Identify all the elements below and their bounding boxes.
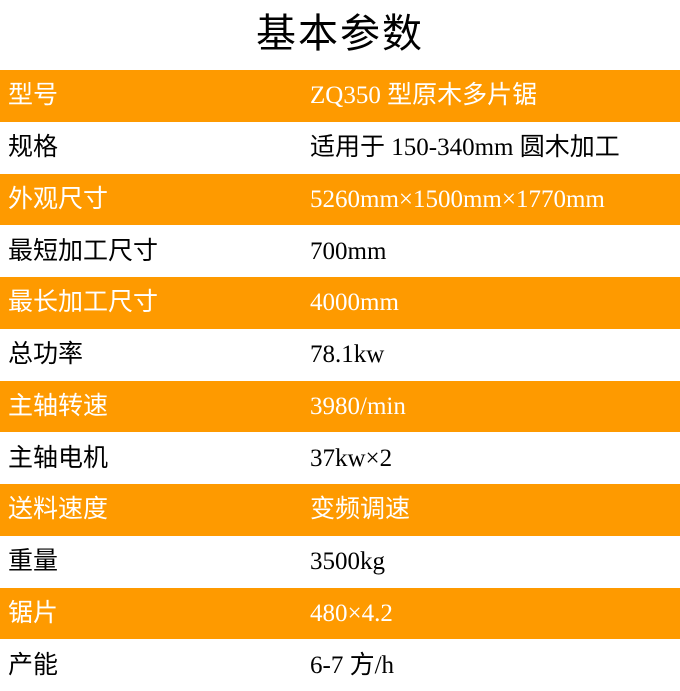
row-value: 4000mm: [310, 289, 399, 317]
table-row: 锯片 480×4.2: [0, 587, 680, 640]
table-row: 重量 3500kg: [0, 535, 680, 588]
row-value: 78.1kw: [310, 341, 385, 369]
table-row: 型号 ZQ350 型原木多片锯: [0, 70, 680, 122]
row-label: 外观尺寸: [8, 185, 109, 213]
table-row: 最短加工尺寸 700mm: [0, 225, 680, 277]
row-label: 最短加工尺寸: [8, 237, 159, 265]
table-row: 最长加工尺寸 4000mm: [0, 277, 680, 329]
table-row: 送料速度 变频调速: [0, 484, 680, 536]
spec-table: 型号 ZQ350 型原木多片锯 规格 适用于 150-340mm 圆木加工 外观…: [0, 70, 680, 691]
row-value: 37kw×2: [310, 444, 393, 472]
row-label: 主轴电机: [8, 444, 109, 472]
row-label: 送料速度: [8, 496, 109, 524]
row-label: 产能: [8, 651, 59, 679]
row-label: 最长加工尺寸: [8, 289, 159, 317]
row-value: 5260mm×1500mm×1770mm: [310, 185, 605, 213]
table-row: 主轴电机 37kw×2: [0, 432, 680, 484]
row-label: 主轴转速: [8, 392, 109, 420]
row-value: 3980/min: [310, 392, 406, 420]
row-label: 锯片: [8, 599, 59, 627]
row-label: 型号: [8, 82, 59, 110]
page-title: 基本参数: [256, 11, 424, 56]
table-row: 产能 6-7 方/h: [0, 639, 680, 691]
row-value: 480×4.2: [310, 599, 393, 627]
table-row: 总功率 78.1kw: [0, 328, 680, 381]
row-value: 变频调速: [310, 496, 411, 524]
row-value: 6-7 方/h: [310, 651, 395, 679]
row-value: 适用于 150-340mm 圆木加工: [310, 134, 620, 162]
row-value: ZQ350 型原木多片锯: [310, 82, 538, 110]
table-row: 外观尺寸 5260mm×1500mm×1770mm: [0, 173, 680, 226]
row-value: 3500kg: [310, 548, 385, 576]
row-label: 总功率: [8, 341, 84, 369]
row-label: 重量: [8, 548, 59, 576]
row-value: 700mm: [310, 237, 387, 265]
table-row: 规格 适用于 150-340mm 圆木加工: [0, 121, 680, 174]
table-row: 主轴转速 3980/min: [0, 380, 680, 433]
row-label: 规格: [8, 134, 59, 162]
